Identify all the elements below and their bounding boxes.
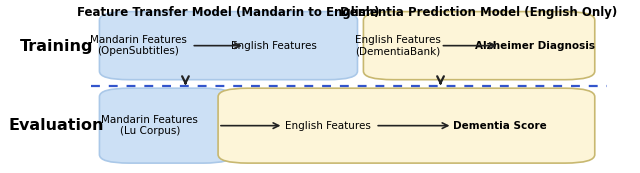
FancyBboxPatch shape [99, 88, 233, 163]
Text: Training: Training [19, 39, 93, 54]
Text: Dementia Score: Dementia Score [453, 121, 547, 131]
Text: Dementia Prediction Model (English Only): Dementia Prediction Model (English Only) [340, 6, 618, 19]
Text: Feature Transfer Model (Mandarin to English): Feature Transfer Model (Mandarin to Engl… [77, 6, 380, 19]
FancyBboxPatch shape [364, 12, 595, 80]
Text: Evaluation: Evaluation [8, 118, 104, 133]
Text: Alzheimer Diagnosis: Alzheimer Diagnosis [476, 41, 595, 51]
Text: Mandarin Features
(Lu Corpus): Mandarin Features (Lu Corpus) [101, 115, 198, 136]
Text: English Features: English Features [285, 121, 371, 131]
Text: English Features: English Features [232, 41, 317, 51]
FancyBboxPatch shape [99, 12, 358, 80]
FancyBboxPatch shape [218, 88, 595, 163]
Text: Mandarin Features
(OpenSubtitles): Mandarin Features (OpenSubtitles) [90, 35, 186, 56]
Text: English Features
(DementiaBank): English Features (DementiaBank) [355, 35, 441, 56]
